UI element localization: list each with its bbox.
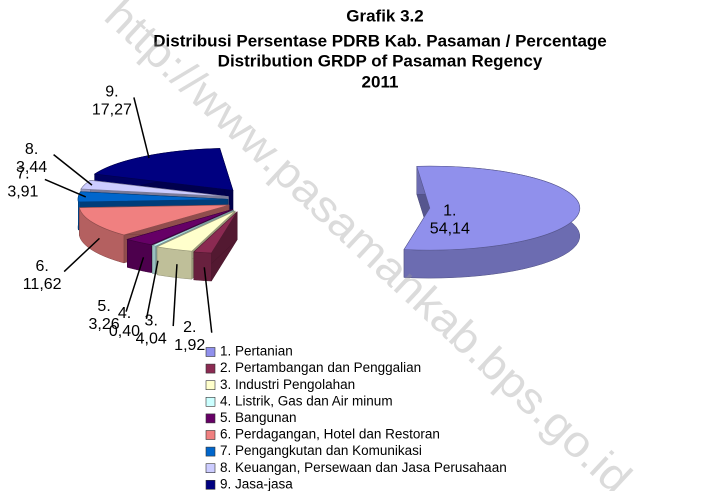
leader-line	[125, 257, 145, 312]
data-label: 54,14	[430, 220, 470, 237]
chart-title: Grafik 3.2	[346, 6, 424, 25]
legend-label: 8. Keuangan, Persewaan dan Jasa Perusaha…	[220, 460, 507, 475]
legend-swatch	[205, 463, 216, 474]
data-label: 9.	[105, 84, 118, 101]
legend-label: 6. Perdagangan, Hotel dan Restoran	[220, 427, 440, 442]
legend-swatch	[205, 363, 216, 374]
data-label: 7.	[16, 166, 29, 183]
data-label: 1.	[443, 202, 456, 219]
data-label: 2.	[183, 319, 196, 336]
slice-top	[151, 209, 234, 247]
legend-label: 5. Bangunan	[220, 410, 297, 425]
legend-swatch	[205, 446, 216, 457]
chart-title: 2011	[362, 72, 399, 91]
slice-top	[403, 165, 581, 251]
chart-title: Distribusi Persentase PDRB Kab. Pasaman …	[153, 31, 607, 50]
slice-top	[79, 204, 230, 236]
data-label: 3,44	[16, 159, 47, 176]
data-label: 11,62	[23, 276, 62, 293]
data-label: 4.	[118, 305, 131, 322]
legend-swatch	[205, 413, 216, 424]
chart-title: Distribution GRDP of Pasaman Regency	[218, 51, 543, 70]
data-label: 1,92	[174, 337, 205, 354]
slice-wall	[193, 251, 212, 282]
data-label: 3,91	[7, 184, 38, 201]
slice-top	[93, 148, 234, 191]
leader-line	[203, 267, 213, 333]
pie-slice	[403, 165, 581, 279]
leader-line	[172, 264, 178, 327]
legend-swatch	[205, 430, 216, 440]
legend-label: 7. Pengangkutan dan Komunikasi	[220, 443, 422, 458]
legend-label: 3. Industri Pengolahan	[220, 377, 355, 392]
data-label: 8.	[25, 141, 38, 158]
data-label: 5.	[97, 298, 110, 315]
slice-top	[193, 211, 238, 254]
slice-top	[126, 209, 233, 245]
slice-wall	[127, 238, 152, 273]
data-label: 4,04	[136, 330, 167, 347]
leader-line	[63, 237, 100, 273]
data-label: 6.	[35, 258, 48, 275]
leader-line	[145, 260, 159, 320]
leader-line	[44, 178, 87, 198]
legend-label: 9. Jasa-jasa	[220, 476, 293, 491]
legend-swatch	[205, 479, 216, 490]
data-label: 3,26	[89, 316, 120, 333]
slice-wall	[152, 245, 156, 275]
slice-wall	[156, 246, 192, 280]
legend-label: 2. Pertambangan dan Penggalian	[220, 360, 421, 375]
leader-line	[53, 154, 93, 186]
legend-swatch	[205, 396, 216, 407]
slice-top	[80, 179, 229, 197]
legend-swatch	[205, 380, 216, 391]
slice-top	[77, 191, 229, 203]
leader-line	[133, 97, 150, 159]
slice-top	[156, 210, 236, 252]
pie-slice	[193, 210, 238, 282]
legend-label: 1. Pertanian	[220, 344, 293, 359]
legend-label: 4. Listrik, Gas dan Air minum	[220, 393, 393, 408]
data-label: 3.	[145, 312, 158, 329]
legend-swatch	[205, 347, 216, 357]
data-label: 0,40	[109, 323, 140, 340]
data-label: 17,27	[92, 102, 132, 119]
